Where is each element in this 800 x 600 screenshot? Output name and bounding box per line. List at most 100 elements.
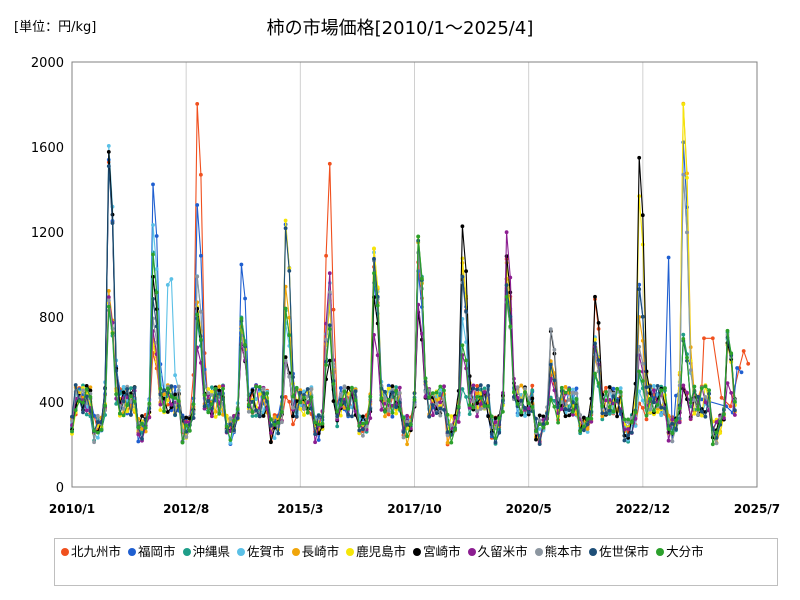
data-point-10-1 bbox=[73, 408, 78, 412]
data-point-6-5 bbox=[88, 388, 93, 393]
data-point-3-63 bbox=[302, 389, 306, 394]
data-point-9-124 bbox=[526, 410, 531, 415]
data-point-10-129 bbox=[545, 421, 549, 426]
data-point-8-136 bbox=[571, 390, 575, 395]
data-point-8-52 bbox=[261, 387, 266, 391]
data-point-8-138 bbox=[578, 413, 583, 417]
data-point-5-62 bbox=[298, 407, 303, 411]
data-point-10-71 bbox=[331, 382, 336, 386]
data-point-6-60 bbox=[291, 414, 295, 419]
data-point-3-149 bbox=[618, 386, 623, 391]
data-point-1-154 bbox=[637, 282, 642, 287]
data-point-10-84 bbox=[379, 396, 384, 401]
data-point-6-49 bbox=[250, 388, 255, 393]
data-point-6-4 bbox=[84, 384, 89, 388]
data-point-9-40 bbox=[217, 391, 222, 396]
data-point-10-46 bbox=[239, 316, 244, 321]
data-point-8-166 bbox=[681, 172, 686, 177]
data-point-10-97 bbox=[427, 395, 432, 400]
data-point-7-168 bbox=[688, 417, 693, 421]
data-point-4-102 bbox=[445, 440, 450, 445]
data-point-10-145 bbox=[604, 390, 608, 394]
data-point-3-43 bbox=[228, 441, 233, 445]
data-point-3-127 bbox=[537, 427, 542, 431]
data-point-10-139 bbox=[582, 424, 586, 429]
data-point-10-6 bbox=[92, 429, 96, 433]
data-point-6-71 bbox=[331, 399, 336, 403]
data-point-6-75 bbox=[346, 385, 351, 390]
data-point-1-47 bbox=[243, 296, 248, 301]
data-point-8-74 bbox=[342, 384, 347, 389]
data-point-2-168 bbox=[688, 404, 693, 409]
data-point-10-135 bbox=[567, 387, 572, 392]
data-point-6-154 bbox=[637, 155, 642, 160]
data-point-3-23 bbox=[154, 267, 159, 271]
data-point-2-112 bbox=[482, 386, 487, 391]
data-point-9-61 bbox=[294, 414, 299, 419]
data-point-7-24 bbox=[158, 402, 163, 407]
legend-swatch-2 bbox=[182, 548, 191, 556]
legend-label-2: 沖縄県 bbox=[192, 544, 231, 559]
data-point-4-40 bbox=[217, 384, 222, 389]
data-point-0-59 bbox=[287, 399, 292, 404]
data-point-9-131 bbox=[552, 378, 557, 383]
data-point-1-137 bbox=[574, 386, 579, 391]
data-point-10-122 bbox=[519, 410, 524, 415]
data-point-10-173 bbox=[707, 388, 711, 393]
data-point-9-78 bbox=[357, 428, 362, 433]
legend-swatch-7 bbox=[467, 548, 476, 556]
data-point-9-142 bbox=[593, 341, 597, 346]
data-point-10-5 bbox=[88, 395, 93, 399]
data-point-0-175 bbox=[728, 404, 733, 409]
data-point-9-25 bbox=[162, 388, 167, 392]
legend-item-5: 鹿児島市 bbox=[346, 542, 406, 562]
data-point-10-107 bbox=[464, 358, 468, 363]
data-point-5-63 bbox=[302, 413, 306, 417]
data-point-9-7 bbox=[95, 420, 100, 424]
data-point-9-139 bbox=[582, 428, 586, 433]
data-point-10-29 bbox=[176, 399, 181, 403]
data-point-9-154 bbox=[637, 287, 642, 292]
data-point-8-109 bbox=[471, 399, 476, 404]
chart-title: 柿の市場価格[2010/1～2025/4] bbox=[266, 18, 534, 39]
data-point-0-177 bbox=[741, 349, 746, 353]
x-tick-label-6: 2025/7 bbox=[734, 502, 780, 516]
data-point-7-81 bbox=[368, 416, 373, 420]
data-point-2-3 bbox=[81, 383, 85, 388]
data-point-9-64 bbox=[305, 387, 310, 391]
data-point-7-151 bbox=[626, 427, 630, 431]
data-point-7-70 bbox=[327, 271, 332, 276]
data-point-10-66 bbox=[313, 420, 317, 425]
x-tick-label-5: 2022/12 bbox=[616, 502, 670, 516]
data-point-10-157 bbox=[648, 396, 653, 401]
data-point-9-66 bbox=[313, 432, 317, 436]
data-point-10-142 bbox=[593, 371, 597, 376]
data-point-5-142 bbox=[593, 337, 597, 342]
data-point-9-72 bbox=[335, 414, 340, 419]
data-point-9-88 bbox=[394, 405, 398, 410]
data-point-10-40 bbox=[217, 411, 222, 416]
data-point-6-68 bbox=[320, 424, 325, 429]
data-point-10-25 bbox=[162, 409, 167, 413]
data-point-7-91 bbox=[405, 413, 409, 418]
data-point-8-6 bbox=[92, 440, 96, 445]
data-point-8-100 bbox=[438, 413, 443, 418]
data-point-10-47 bbox=[243, 342, 248, 347]
data-point-10-83 bbox=[375, 303, 380, 308]
data-point-10-170 bbox=[696, 407, 700, 412]
x-tick-label-0: 2010/1 bbox=[49, 502, 95, 516]
data-point-8-111 bbox=[478, 407, 483, 411]
data-point-9-135 bbox=[567, 408, 572, 412]
data-point-10-161 bbox=[663, 386, 667, 391]
data-point-4-59 bbox=[287, 315, 292, 320]
data-point-9-151 bbox=[626, 433, 630, 438]
data-point-9-160 bbox=[659, 405, 664, 410]
legend-swatch-10 bbox=[656, 548, 665, 556]
data-point-10-93 bbox=[412, 398, 417, 402]
data-point-10-155 bbox=[640, 379, 645, 383]
data-point-7-84 bbox=[379, 408, 384, 412]
data-point-0-172 bbox=[702, 336, 706, 341]
data-point-9-62 bbox=[298, 390, 303, 395]
data-point-4-91 bbox=[405, 442, 409, 447]
